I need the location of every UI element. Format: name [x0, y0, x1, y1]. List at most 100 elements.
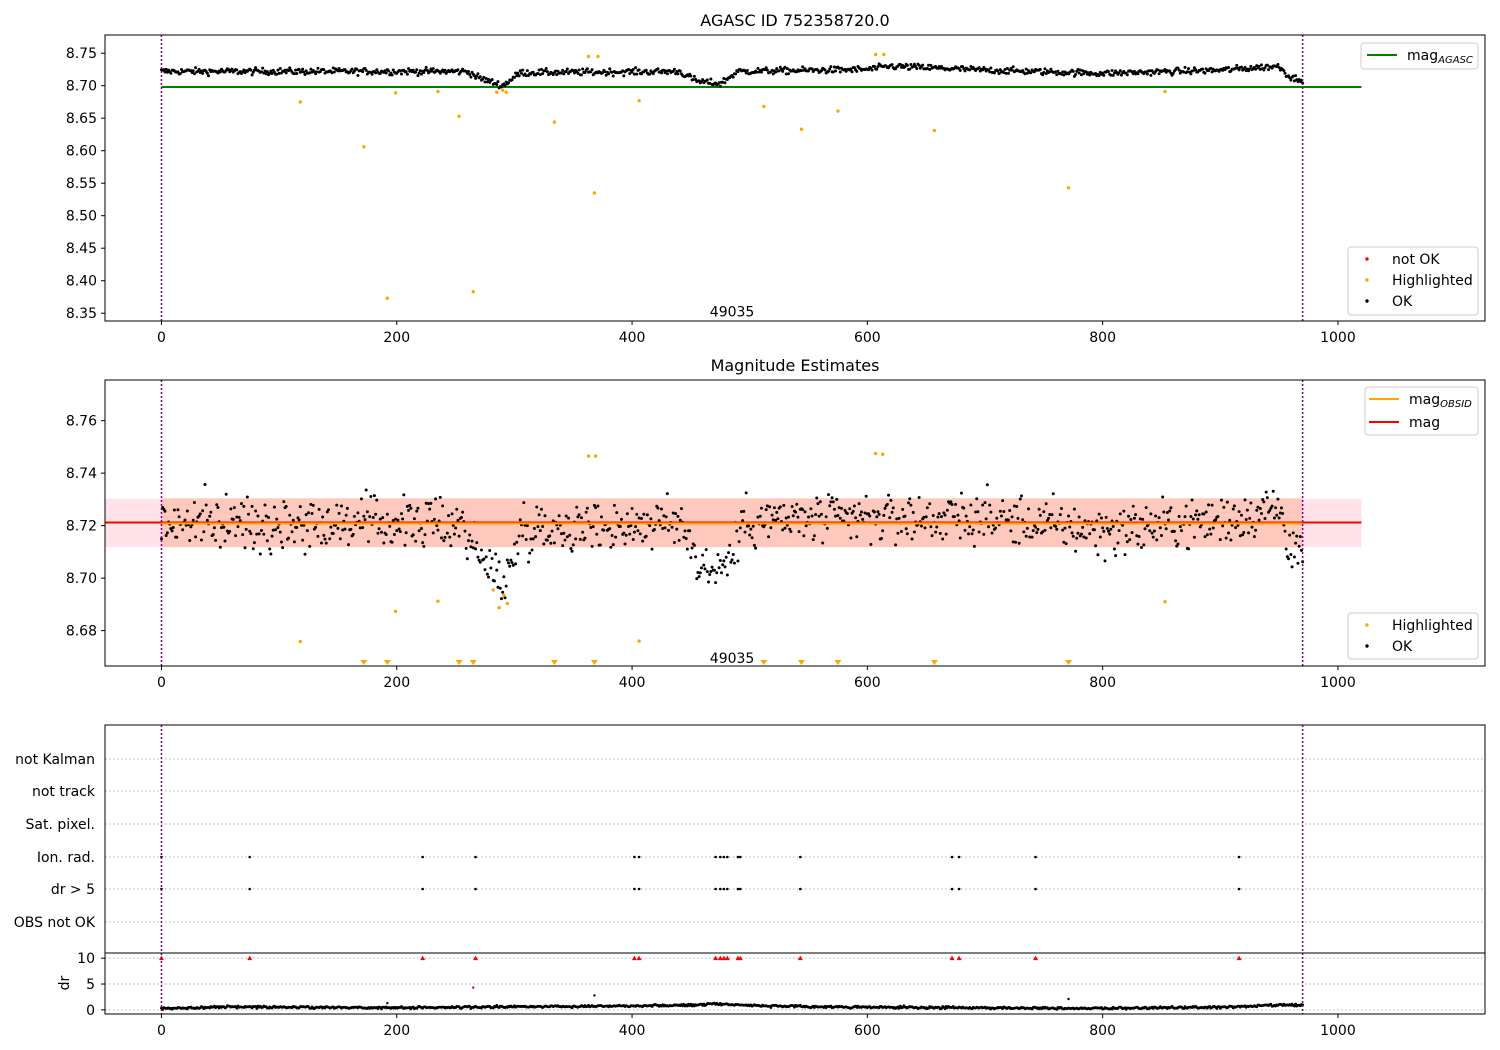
ok-point: [1242, 530, 1246, 534]
ok-point: [416, 506, 420, 510]
ok-point: [1168, 509, 1172, 513]
ok-point: [569, 547, 573, 551]
ok-point: [204, 503, 208, 507]
ok-point: [1043, 67, 1047, 71]
ok-point: [1078, 68, 1082, 72]
flag-event-point: [738, 887, 742, 891]
ok-point: [1008, 508, 1012, 512]
ok-point: [744, 71, 748, 75]
dr-point: [254, 1004, 257, 1008]
ok-point: [977, 530, 981, 534]
ok-point: [1191, 517, 1195, 521]
ok-point: [664, 69, 668, 73]
ok-point: [1076, 68, 1080, 72]
ok-point: [567, 516, 571, 520]
ok-point: [172, 508, 176, 512]
ok-point: [309, 502, 313, 506]
ok-point: [1277, 516, 1281, 520]
ok-point: [1077, 515, 1081, 519]
ok-point: [768, 505, 772, 509]
ok-point: [755, 70, 759, 74]
ok-point: [909, 63, 913, 67]
ok-point: [672, 540, 676, 544]
dr-point: [235, 1006, 239, 1010]
legend-marker: [1365, 299, 1369, 303]
ok-point: [484, 76, 488, 80]
ok-point: [270, 534, 274, 538]
ok-point: [1211, 526, 1215, 530]
ok-point: [867, 68, 871, 72]
ok-point: [1150, 531, 1154, 535]
ok-point: [388, 524, 392, 528]
ok-point: [1054, 524, 1058, 528]
ok-point: [329, 525, 333, 529]
highlighted-point: [505, 601, 510, 606]
ok-point: [228, 529, 232, 533]
ok-point: [1047, 516, 1051, 520]
ok-point: [176, 508, 180, 512]
ok-point: [649, 517, 653, 521]
ok-point: [1176, 542, 1180, 546]
ok-point: [408, 503, 412, 507]
x-tick-label: 600: [854, 1023, 881, 1039]
ok-point: [812, 534, 816, 538]
ok-point: [524, 74, 528, 78]
dr-clipped-marker: [1236, 955, 1242, 961]
ok-point: [1038, 513, 1042, 517]
ok-point: [275, 72, 279, 76]
ok-point: [716, 553, 720, 557]
legend-points: [1347, 612, 1479, 660]
ok-point: [487, 575, 491, 579]
highlighted-point: [637, 98, 641, 103]
flag-row-label: Sat. pixel.: [26, 817, 95, 833]
ok-point: [952, 515, 956, 519]
ok-point: [1102, 529, 1106, 533]
ok-point: [663, 526, 667, 530]
flag-event-point: [637, 855, 641, 859]
flag-row-label: not Kalman: [15, 752, 95, 768]
ok-point: [743, 69, 747, 73]
ok-point: [612, 503, 616, 507]
ok-point: [212, 526, 216, 530]
ok-point: [192, 500, 196, 504]
ok-point: [447, 514, 451, 518]
ok-point: [796, 515, 800, 519]
ok-point: [963, 528, 967, 532]
below-range-marker: [469, 660, 477, 665]
ok-point: [1034, 525, 1038, 529]
ok-point: [705, 570, 709, 574]
ok-point: [635, 512, 639, 516]
ok-point: [494, 552, 498, 556]
ok-point: [548, 534, 552, 538]
ok-point: [1124, 533, 1128, 537]
ok-point: [1290, 565, 1294, 569]
dr-tick-label: 5: [86, 977, 95, 993]
ok-point: [554, 69, 558, 73]
ok-point: [205, 518, 209, 522]
ok-point: [490, 78, 494, 82]
ok-point: [630, 70, 634, 74]
ok-point: [764, 66, 768, 70]
ok-point: [938, 531, 942, 535]
ok-point: [524, 537, 528, 541]
ok-point: [611, 543, 615, 547]
ok-point: [1059, 506, 1063, 510]
ok-point: [821, 541, 825, 545]
ok-point: [336, 526, 340, 530]
ok-point: [717, 566, 721, 570]
y-tick-label: 8.70: [66, 571, 97, 587]
ok-point: [1142, 543, 1146, 547]
ok-point: [1189, 72, 1193, 76]
ok-point: [287, 69, 291, 73]
y-tick-label: 8.72: [66, 519, 97, 535]
ok-point: [517, 534, 521, 538]
ok-point: [557, 514, 561, 518]
ok-point: [1107, 529, 1111, 533]
ok-point: [543, 69, 547, 73]
ok-point: [1007, 71, 1011, 75]
ok-point: [781, 69, 785, 73]
legend-label: Highlighted: [1392, 618, 1473, 634]
ok-point: [843, 508, 847, 512]
ok-point: [1058, 513, 1062, 517]
highlighted-point: [504, 90, 508, 94]
